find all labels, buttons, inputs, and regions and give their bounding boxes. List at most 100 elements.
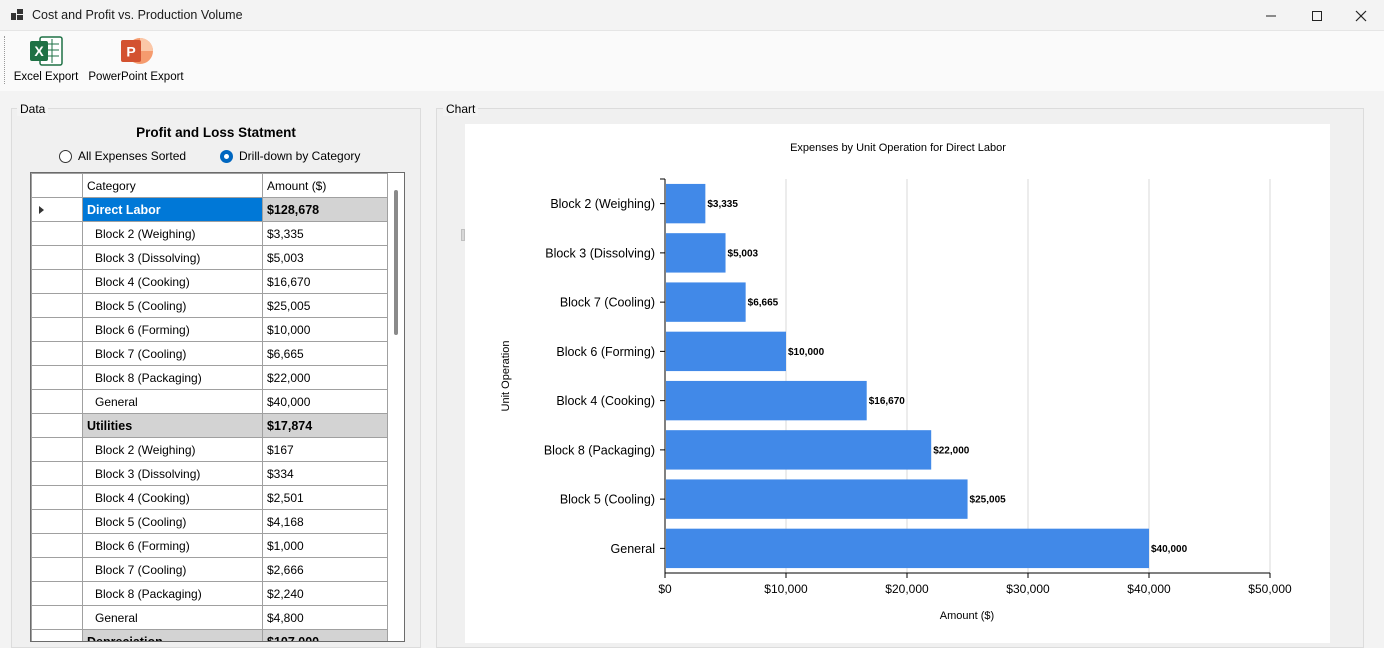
category-cell[interactable]: Block 7 (Cooling): [82, 341, 263, 366]
bar: [666, 380, 867, 421]
close-button[interactable]: [1338, 0, 1384, 31]
bar: [666, 479, 968, 519]
row-header[interactable]: [31, 293, 83, 318]
amount-cell[interactable]: $6,665: [262, 341, 388, 366]
category-cell[interactable]: Block 6 (Forming): [82, 317, 263, 342]
excel-export-label: Excel Export: [13, 71, 79, 83]
table-row[interactable]: Block 5 (Cooling) $25,005: [31, 293, 388, 318]
row-header[interactable]: [31, 197, 83, 222]
category-cell[interactable]: Block 3 (Dissolving): [82, 461, 263, 486]
row-header[interactable]: [31, 461, 83, 486]
bar-chart: $0 $10,000 $20,000 $30,000 $40,000 $50,000 Blo…: [500, 142, 1292, 622]
column-header-category[interactable]: Category: [82, 173, 263, 198]
category-cell[interactable]: Depreciation: [82, 629, 263, 641]
table-row[interactable]: General $4,800: [31, 605, 388, 630]
radio-all-expenses[interactable]: All Expenses Sorted: [59, 149, 186, 163]
category-cell[interactable]: General: [82, 389, 263, 414]
column-header-amount[interactable]: Amount ($): [262, 173, 388, 198]
table-row[interactable]: Block 7 (Cooling) $6,665: [31, 341, 388, 366]
table-row[interactable]: Block 8 (Packaging) $2,240: [31, 581, 388, 606]
radio-drill-down[interactable]: Drill-down by Category: [220, 149, 360, 163]
table-row[interactable]: Block 5 (Cooling) $4,168: [31, 509, 388, 534]
table-row[interactable]: Block 7 (Cooling) $2,666: [31, 557, 388, 582]
category-cell[interactable]: Block 7 (Cooling): [82, 557, 263, 582]
amount-cell[interactable]: $4,168: [262, 509, 388, 534]
table-row[interactable]: Block 4 (Cooking) $16,670: [31, 269, 388, 294]
row-header[interactable]: [31, 269, 83, 294]
amount-cell[interactable]: $5,003: [262, 245, 388, 270]
x-tick-label: $20,000: [885, 582, 929, 596]
amount-cell[interactable]: $25,005: [262, 293, 388, 318]
category-cell[interactable]: Block 8 (Packaging): [82, 365, 263, 390]
table-row[interactable]: General $40,000: [31, 389, 388, 414]
row-header[interactable]: [31, 509, 83, 534]
bar: [666, 430, 932, 470]
table-row[interactable]: Block 2 (Weighing) $167: [31, 437, 388, 462]
amount-cell[interactable]: $16,670: [262, 269, 388, 294]
table-row[interactable]: Block 6 (Forming) $1,000: [31, 533, 388, 558]
row-header[interactable]: [31, 389, 83, 414]
amount-cell[interactable]: $3,335: [262, 221, 388, 246]
table-row[interactable]: Block 3 (Dissolving) $5,003: [31, 245, 388, 270]
row-header[interactable]: [31, 605, 83, 630]
category-cell[interactable]: Block 2 (Weighing): [82, 221, 263, 246]
row-header[interactable]: [31, 437, 83, 462]
table-row[interactable]: Block 2 (Weighing) $3,335: [31, 221, 388, 246]
category-row[interactable]: Direct Labor $128,678: [31, 197, 388, 222]
amount-cell[interactable]: $2,240: [262, 581, 388, 606]
radio-all-indicator[interactable]: [59, 149, 72, 163]
data-label: $6,665: [748, 298, 779, 309]
amount-cell[interactable]: $128,678: [262, 197, 388, 222]
category-cell[interactable]: Direct Labor: [82, 197, 263, 222]
row-header[interactable]: [31, 557, 83, 582]
amount-cell[interactable]: $4,800: [262, 605, 388, 630]
row-header[interactable]: [31, 413, 83, 438]
powerpoint-export-button[interactable]: P PowerPoint Export: [86, 35, 186, 83]
minimize-button[interactable]: [1248, 0, 1294, 31]
row-header[interactable]: [31, 317, 83, 342]
category-cell[interactable]: Block 5 (Cooling): [82, 293, 263, 318]
row-header[interactable]: [31, 341, 83, 366]
table-row[interactable]: Block 3 (Dissolving) $334: [31, 461, 388, 486]
category-cell[interactable]: Block 8 (Packaging): [82, 581, 263, 606]
category-cell[interactable]: Block 2 (Weighing): [82, 437, 263, 462]
amount-cell[interactable]: $10,000: [262, 317, 388, 342]
category-cell[interactable]: Block 3 (Dissolving): [82, 245, 263, 270]
table-row[interactable]: Block 6 (Forming) $10,000: [31, 317, 388, 342]
minimize-icon: [1266, 15, 1276, 16]
expense-grid[interactable]: Category Amount ($) Direct Labor $128,678…: [30, 172, 405, 642]
category-cell[interactable]: Block 4 (Cooking): [82, 485, 263, 510]
radio-drill-indicator[interactable]: [220, 149, 233, 163]
row-header[interactable]: [31, 245, 83, 270]
row-header[interactable]: [31, 365, 83, 390]
splitter-handle[interactable]: [461, 229, 465, 241]
amount-cell[interactable]: $40,000: [262, 389, 388, 414]
category-cell[interactable]: Block 4 (Cooking): [82, 269, 263, 294]
amount-cell[interactable]: $22,000: [262, 365, 388, 390]
amount-cell[interactable]: $1,000: [262, 533, 388, 558]
row-header[interactable]: [31, 581, 83, 606]
toolbar-grip[interactable]: [4, 36, 7, 84]
category-cell[interactable]: Block 6 (Forming): [82, 533, 263, 558]
maximize-button[interactable]: [1294, 0, 1340, 31]
amount-cell[interactable]: $107,000: [262, 629, 388, 641]
table-row[interactable]: Block 4 (Cooking) $2,501: [31, 485, 388, 510]
category-cell[interactable]: Block 5 (Cooling): [82, 509, 263, 534]
category-cell[interactable]: General: [82, 605, 263, 630]
category-row[interactable]: Depreciation $107,000: [31, 629, 388, 641]
amount-cell[interactable]: $2,666: [262, 557, 388, 582]
grid-corner-cell[interactable]: [31, 173, 83, 198]
amount-cell[interactable]: $334: [262, 461, 388, 486]
category-cell[interactable]: Utilities: [82, 413, 263, 438]
row-header[interactable]: [31, 629, 83, 641]
table-row[interactable]: Block 8 (Packaging) $22,000: [31, 365, 388, 390]
row-header[interactable]: [31, 221, 83, 246]
row-header[interactable]: [31, 485, 83, 510]
amount-cell[interactable]: $2,501: [262, 485, 388, 510]
amount-cell[interactable]: $167: [262, 437, 388, 462]
grid-scrollbar-thumb[interactable]: [394, 190, 398, 335]
category-row[interactable]: Utilities $17,874: [31, 413, 388, 438]
amount-cell[interactable]: $17,874: [262, 413, 388, 438]
excel-export-button[interactable]: X Excel Export: [13, 35, 79, 83]
row-header[interactable]: [31, 533, 83, 558]
